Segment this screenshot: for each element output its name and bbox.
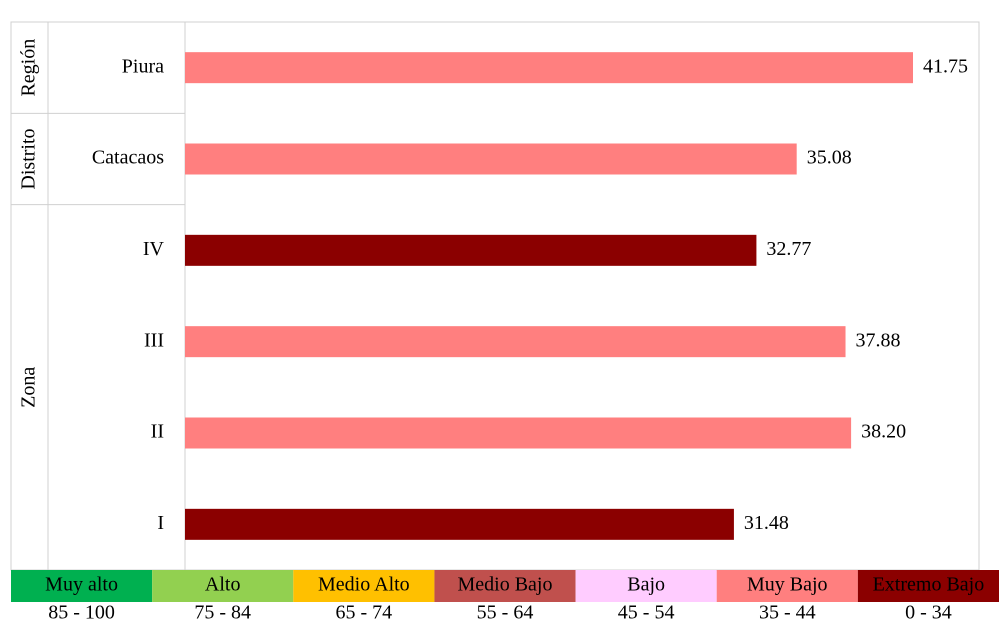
y-tick-label: Piura [122,55,164,77]
bar [185,234,757,266]
legend-range: 65 - 74 [336,602,393,624]
y-tick-label: IV [143,238,165,260]
y-tick-label: I [157,512,164,534]
value-label: 35.08 [807,147,852,169]
group-label: Región [18,39,40,97]
legend-label: Muy alto [45,574,118,596]
legend-range: 45 - 54 [618,602,675,624]
legend-range: 35 - 44 [759,602,816,624]
legend-swatch [434,570,576,602]
bar [185,143,797,175]
legend-label: Muy Bajo [747,574,828,596]
value-label: 31.48 [744,512,789,534]
legend-label: Bajo [627,574,665,596]
value-label: 38.20 [861,421,906,443]
legend-swatch [152,570,294,602]
bar [185,417,852,449]
bar [185,508,734,540]
y-tick-label: III [144,329,164,351]
value-label: 37.88 [856,329,901,351]
group-label: Distrito [18,128,40,189]
legend-label: Medio Bajo [458,574,553,596]
legend-range: 75 - 84 [194,602,251,624]
legend-swatch [716,570,858,602]
legend-swatch [575,570,717,602]
bar [185,326,846,358]
plot-frame [10,21,980,571]
legend-swatch [857,570,999,602]
legend-range: 55 - 64 [477,602,534,624]
legend-swatch [293,570,435,602]
legend-range: 0 - 34 [905,602,952,624]
group-label: Zona [18,367,40,408]
legend-label: Extremo Bajo [873,574,985,596]
value-label: 32.77 [766,238,811,260]
y-tick-label: Catacaos [92,147,164,169]
value-label: 41.75 [923,55,968,77]
legend-swatch [11,570,153,602]
legend-range: 85 - 100 [48,602,115,624]
bar [185,52,913,84]
y-tick-label: II [151,421,164,443]
legend-label: Alto [205,574,241,596]
legend-label: Medio Alto [318,574,410,596]
